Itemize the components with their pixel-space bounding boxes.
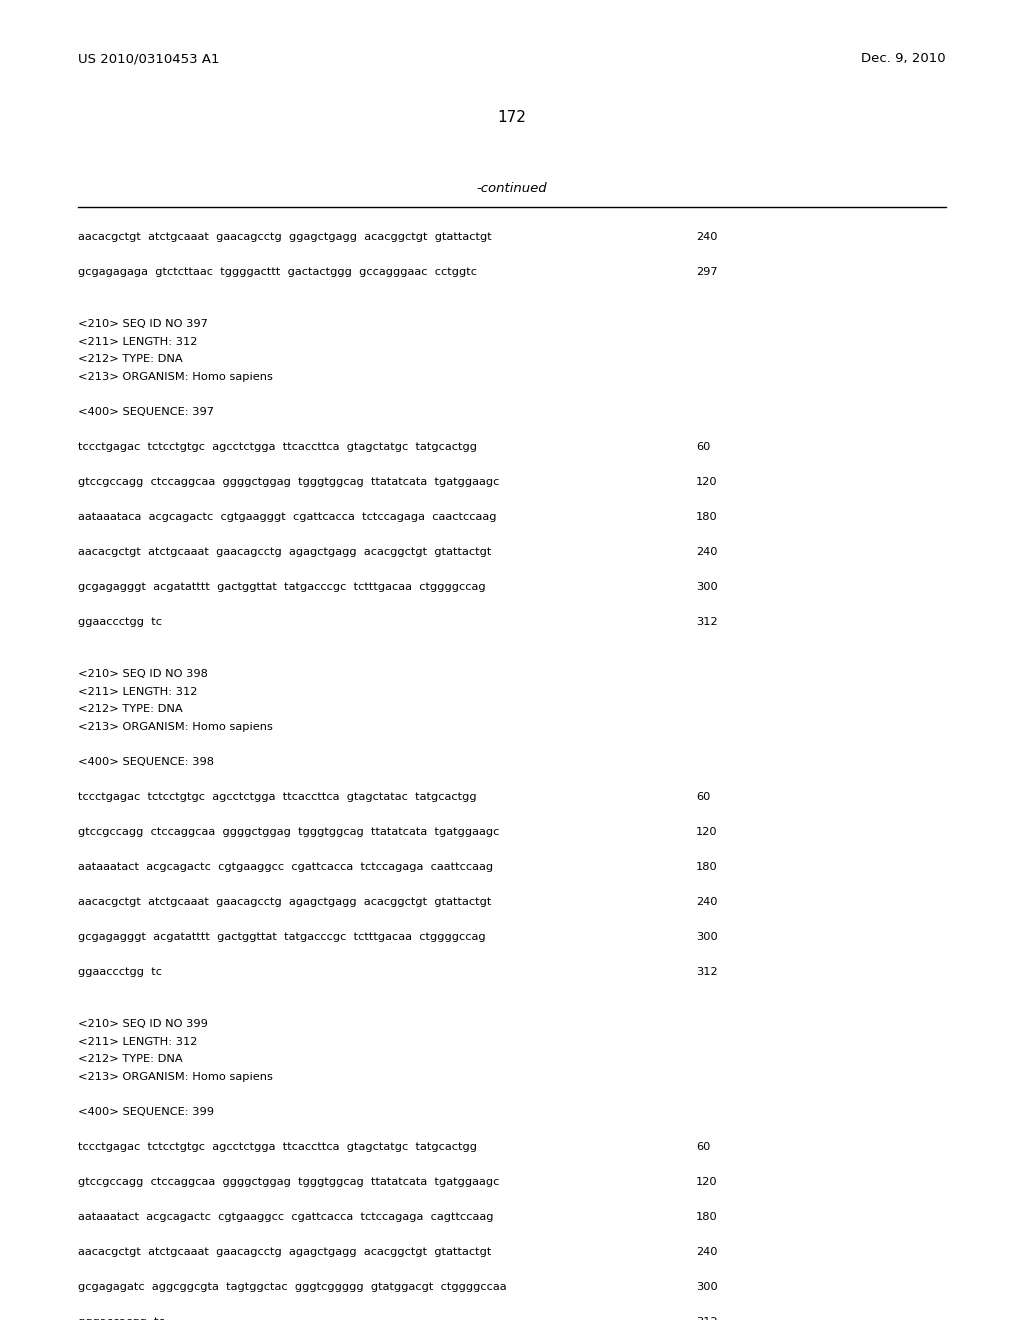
Text: <210> SEQ ID NO 398: <210> SEQ ID NO 398 [78, 669, 208, 680]
Text: gggaccacgg  tc: gggaccacgg tc [78, 1317, 165, 1320]
Text: 312: 312 [696, 968, 718, 977]
Text: 240: 240 [696, 546, 718, 557]
Text: <211> LENGTH: 312: <211> LENGTH: 312 [78, 686, 198, 697]
Text: 60: 60 [696, 792, 711, 803]
Text: 240: 240 [696, 232, 718, 242]
Text: <210> SEQ ID NO 399: <210> SEQ ID NO 399 [78, 1019, 208, 1030]
Text: <210> SEQ ID NO 397: <210> SEQ ID NO 397 [78, 319, 208, 330]
Text: ggaaccctgg  tc: ggaaccctgg tc [78, 968, 162, 977]
Text: gtccgccagg  ctccaggcaa  ggggctggag  tgggtggcag  ttatatcata  tgatggaagc: gtccgccagg ctccaggcaa ggggctggag tgggtgg… [78, 828, 500, 837]
Text: tccctgagac  tctcctgtgc  agcctctgga  ttcaccttca  gtagctatgc  tatgcactgg: tccctgagac tctcctgtgc agcctctgga ttcacct… [78, 1142, 477, 1152]
Text: <212> TYPE: DNA: <212> TYPE: DNA [78, 355, 182, 364]
Text: gcgagagaga  gtctcttaac  tggggacttt  gactactggg  gccagggaac  cctggtc: gcgagagaga gtctcttaac tggggacttt gactact… [78, 267, 477, 277]
Text: 240: 240 [696, 898, 718, 907]
Text: gcgagagatc  aggcggcgta  tagtggctac  gggtcggggg  gtatggacgt  ctggggccaa: gcgagagatc aggcggcgta tagtggctac gggtcgg… [78, 1282, 507, 1292]
Text: aataaatact  acgcagactc  cgtgaaggcc  cgattcacca  tctccagaga  cagttccaag: aataaatact acgcagactc cgtgaaggcc cgattca… [78, 1212, 494, 1222]
Text: 297: 297 [696, 267, 718, 277]
Text: <213> ORGANISM: Homo sapiens: <213> ORGANISM: Homo sapiens [78, 722, 272, 733]
Text: Dec. 9, 2010: Dec. 9, 2010 [861, 51, 946, 65]
Text: <400> SEQUENCE: 399: <400> SEQUENCE: 399 [78, 1107, 214, 1117]
Text: 180: 180 [696, 512, 718, 521]
Text: <400> SEQUENCE: 398: <400> SEQUENCE: 398 [78, 756, 214, 767]
Text: 172: 172 [498, 110, 526, 125]
Text: 300: 300 [696, 1282, 718, 1292]
Text: tccctgagac  tctcctgtgc  agcctctgga  ttcaccttca  gtagctatgc  tatgcactgg: tccctgagac tctcctgtgc agcctctgga ttcacct… [78, 442, 477, 451]
Text: ggaaccctgg  tc: ggaaccctgg tc [78, 616, 162, 627]
Text: 180: 180 [696, 1212, 718, 1222]
Text: gtccgccagg  ctccaggcaa  ggggctggag  tgggtggcag  ttatatcata  tgatggaagc: gtccgccagg ctccaggcaa ggggctggag tgggtgg… [78, 1177, 500, 1187]
Text: tccctgagac  tctcctgtgc  agcctctgga  ttcaccttca  gtagctatac  tatgcactgg: tccctgagac tctcctgtgc agcctctgga ttcacct… [78, 792, 476, 803]
Text: 180: 180 [696, 862, 718, 873]
Text: 120: 120 [696, 828, 718, 837]
Text: <211> LENGTH: 312: <211> LENGTH: 312 [78, 337, 198, 347]
Text: aataaatact  acgcagactc  cgtgaaggcc  cgattcacca  tctccagaga  caattccaag: aataaatact acgcagactc cgtgaaggcc cgattca… [78, 862, 494, 873]
Text: gcgagagggt  acgatatttt  gactggttat  tatgacccgc  tctttgacaa  ctggggccag: gcgagagggt acgatatttt gactggttat tatgacc… [78, 932, 485, 942]
Text: aacacgctgt  atctgcaaat  gaacagcctg  agagctgagg  acacggctgt  gtattactgt: aacacgctgt atctgcaaat gaacagcctg agagctg… [78, 898, 492, 907]
Text: gtccgccagg  ctccaggcaa  ggggctggag  tgggtggcag  ttatatcata  tgatggaagc: gtccgccagg ctccaggcaa ggggctggag tgggtgg… [78, 477, 500, 487]
Text: 120: 120 [696, 477, 718, 487]
Text: <211> LENGTH: 312: <211> LENGTH: 312 [78, 1038, 198, 1047]
Text: <400> SEQUENCE: 397: <400> SEQUENCE: 397 [78, 407, 214, 417]
Text: 312: 312 [696, 616, 718, 627]
Text: -continued: -continued [477, 182, 547, 195]
Text: 240: 240 [696, 1247, 718, 1257]
Text: <212> TYPE: DNA: <212> TYPE: DNA [78, 705, 182, 714]
Text: 312: 312 [696, 1317, 718, 1320]
Text: 300: 300 [696, 582, 718, 591]
Text: US 2010/0310453 A1: US 2010/0310453 A1 [78, 51, 219, 65]
Text: gcgagagggt  acgatatttt  gactggttat  tatgacccgc  tctttgacaa  ctggggccag: gcgagagggt acgatatttt gactggttat tatgacc… [78, 582, 485, 591]
Text: 300: 300 [696, 932, 718, 942]
Text: 60: 60 [696, 442, 711, 451]
Text: aataaataca  acgcagactc  cgtgaagggt  cgattcacca  tctccagaga  caactccaag: aataaataca acgcagactc cgtgaagggt cgattca… [78, 512, 497, 521]
Text: <213> ORGANISM: Homo sapiens: <213> ORGANISM: Homo sapiens [78, 372, 272, 381]
Text: aacacgctgt  atctgcaaat  gaacagcctg  agagctgagg  acacggctgt  gtattactgt: aacacgctgt atctgcaaat gaacagcctg agagctg… [78, 546, 492, 557]
Text: 60: 60 [696, 1142, 711, 1152]
Text: aacacgctgt  atctgcaaat  gaacagcctg  ggagctgagg  acacggctgt  gtattactgt: aacacgctgt atctgcaaat gaacagcctg ggagctg… [78, 232, 492, 242]
Text: <213> ORGANISM: Homo sapiens: <213> ORGANISM: Homo sapiens [78, 1072, 272, 1082]
Text: aacacgctgt  atctgcaaat  gaacagcctg  agagctgagg  acacggctgt  gtattactgt: aacacgctgt atctgcaaat gaacagcctg agagctg… [78, 1247, 492, 1257]
Text: 120: 120 [696, 1177, 718, 1187]
Text: <212> TYPE: DNA: <212> TYPE: DNA [78, 1055, 182, 1064]
